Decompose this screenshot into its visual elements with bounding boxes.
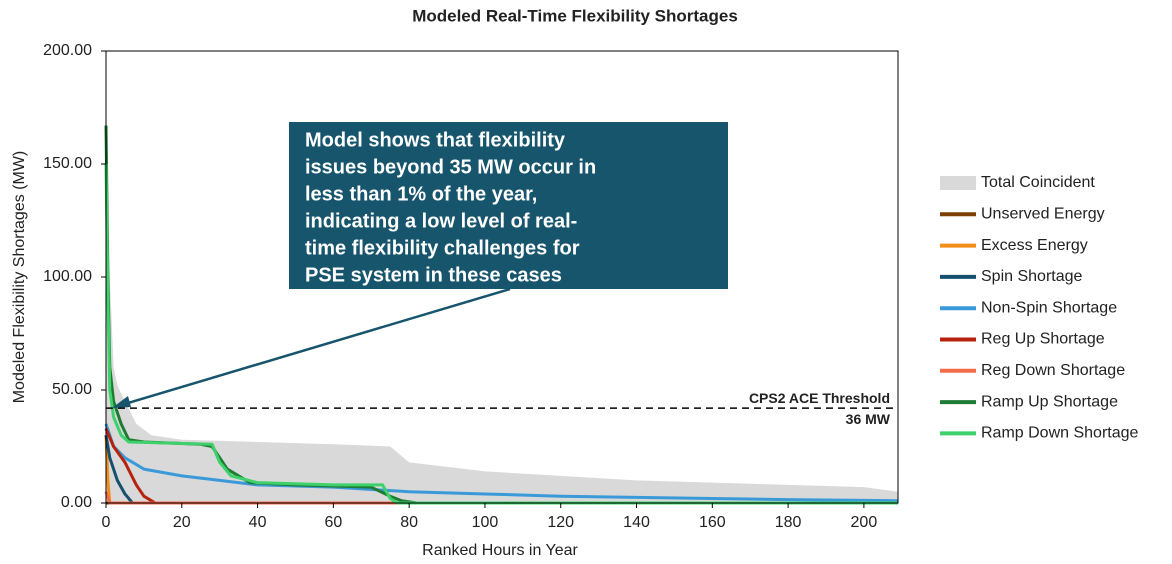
x-tick-label: 60 xyxy=(324,514,342,531)
legend-label: Unserved Energy xyxy=(981,206,1105,223)
area xyxy=(106,125,898,503)
annotation-text: issues beyond 35 MW occur in xyxy=(305,156,596,178)
annotation-text: less than 1% of the year, xyxy=(305,183,537,205)
y-axis-label: Modeled Flexibility Shortages (MW) xyxy=(11,151,28,404)
annotation-arrow xyxy=(117,287,511,408)
y-tick-label: 50.00 xyxy=(52,381,92,398)
x-tick-label: 180 xyxy=(775,514,802,531)
legend-label: Reg Up Shortage xyxy=(981,331,1105,348)
x-tick-label: 0 xyxy=(102,514,111,531)
y-tick-label: 150.00 xyxy=(43,155,92,172)
legend-label: Spin Shortage xyxy=(981,268,1083,285)
y-tick-label: 0.00 xyxy=(61,494,92,511)
y-tick-label: 100.00 xyxy=(43,268,92,285)
legend-label: Excess Energy xyxy=(981,237,1088,254)
x-tick-label: 200 xyxy=(851,514,878,531)
x-tick-label: 40 xyxy=(249,514,267,531)
annotation-text: time flexibility challenges for xyxy=(305,237,580,259)
annotation-text: indicating a low level of real- xyxy=(305,210,577,232)
x-axis-label: Ranked Hours in Year xyxy=(422,542,578,559)
x-tick-label: 160 xyxy=(699,514,726,531)
legend-label: Ramp Down Shortage xyxy=(981,425,1139,442)
annotation-text: Model shows that flexibility xyxy=(305,129,566,151)
annotation-box xyxy=(289,122,728,289)
annotation-text: PSE system in these cases xyxy=(305,264,562,286)
line xyxy=(104,163,898,505)
threshold-label: CPS2 ACE Threshold xyxy=(749,390,890,406)
legend-swatch xyxy=(940,176,976,190)
legend-label: Reg Down Shortage xyxy=(981,362,1125,379)
x-tick-label: 80 xyxy=(400,514,418,531)
legend-label: Non-Spin Shortage xyxy=(981,299,1117,316)
x-tick-label: 20 xyxy=(173,514,191,531)
legend-label: Ramp Up Shortage xyxy=(981,393,1118,410)
y-tick-label: 200.00 xyxy=(43,42,92,59)
threshold-sublabel: 36 MW xyxy=(846,411,891,427)
chart-title: Modeled Real-Time Flexibility Shortages xyxy=(412,6,738,25)
legend-label: Total Coincident xyxy=(981,174,1095,191)
x-tick-label: 140 xyxy=(623,514,650,531)
x-tick-label: 100 xyxy=(472,514,499,531)
arrow-head xyxy=(112,396,131,408)
x-tick-label: 120 xyxy=(547,514,574,531)
